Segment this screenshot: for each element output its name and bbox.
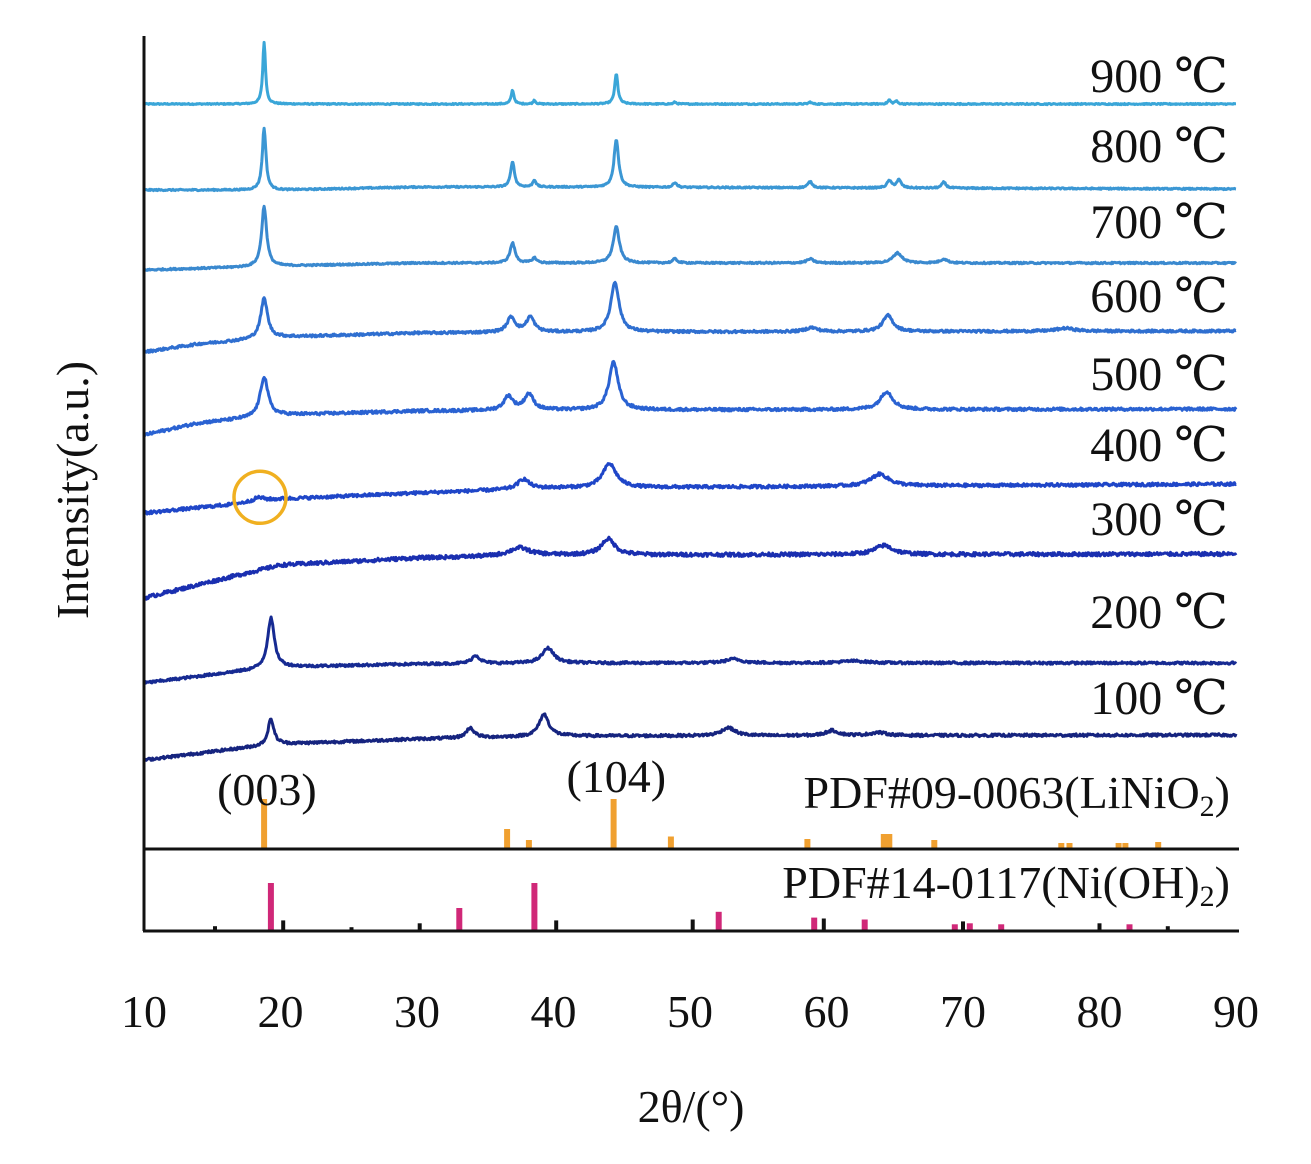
series-labels-layer: 900 ℃ 800 ℃ 700 ℃ 600 ℃ 500 ℃ 400 ℃ 300 ℃ 200 ℃… <box>1090 50 1228 725</box>
x-tick-label: 10 <box>121 986 167 1037</box>
series-line <box>143 204 1237 272</box>
x-tick-label: 70 <box>940 986 986 1037</box>
series-label: 200 ℃ <box>1090 586 1228 639</box>
series-line <box>143 40 1237 107</box>
y-axis-label: Intensity(a.u.) <box>47 361 98 619</box>
peak-annotations: (003) (104) <box>217 751 666 815</box>
x-tick-label: 90 <box>1213 986 1259 1037</box>
series-label: 600 ℃ <box>1090 270 1228 323</box>
series-line <box>142 535 1238 601</box>
series-label: 800 ℃ <box>1090 120 1228 173</box>
series-label: 400 ℃ <box>1090 419 1228 472</box>
reference-label: PDF#09-0063(LiNiO2) <box>804 767 1230 823</box>
peak-annotation: (003) <box>217 764 317 815</box>
reference-label: PDF#14-0117(Ni(OH)2) <box>782 857 1230 913</box>
series-line <box>142 615 1238 685</box>
x-tick-label: 30 <box>394 986 440 1037</box>
traces-layer <box>142 40 1238 762</box>
x-tick-label: 80 <box>1077 986 1123 1037</box>
x-tick-labels: 10 20 30 40 50 60 70 80 90 <box>121 986 1259 1037</box>
x-tick-label: 60 <box>804 986 850 1037</box>
peak-annotation: (104) <box>566 751 666 802</box>
x-axis-label: 2θ/(°) <box>638 1081 745 1132</box>
series-label: 300 ℃ <box>1090 493 1228 546</box>
series-line <box>142 712 1238 762</box>
x-tick-label: 50 <box>667 986 713 1037</box>
axes-layer <box>142 36 1239 933</box>
series-line <box>143 126 1237 193</box>
highlight-circle <box>232 469 288 526</box>
series-label: 700 ℃ <box>1090 196 1228 249</box>
series-line <box>142 462 1237 516</box>
series-label: 900 ℃ <box>1090 50 1228 103</box>
x-tick-label: 40 <box>531 986 577 1037</box>
series-label: 500 ℃ <box>1090 348 1228 401</box>
series-line <box>142 280 1237 354</box>
series-label: 100 ℃ <box>1090 672 1228 725</box>
x-tick-label: 20 <box>258 986 304 1037</box>
series-line <box>143 360 1238 437</box>
